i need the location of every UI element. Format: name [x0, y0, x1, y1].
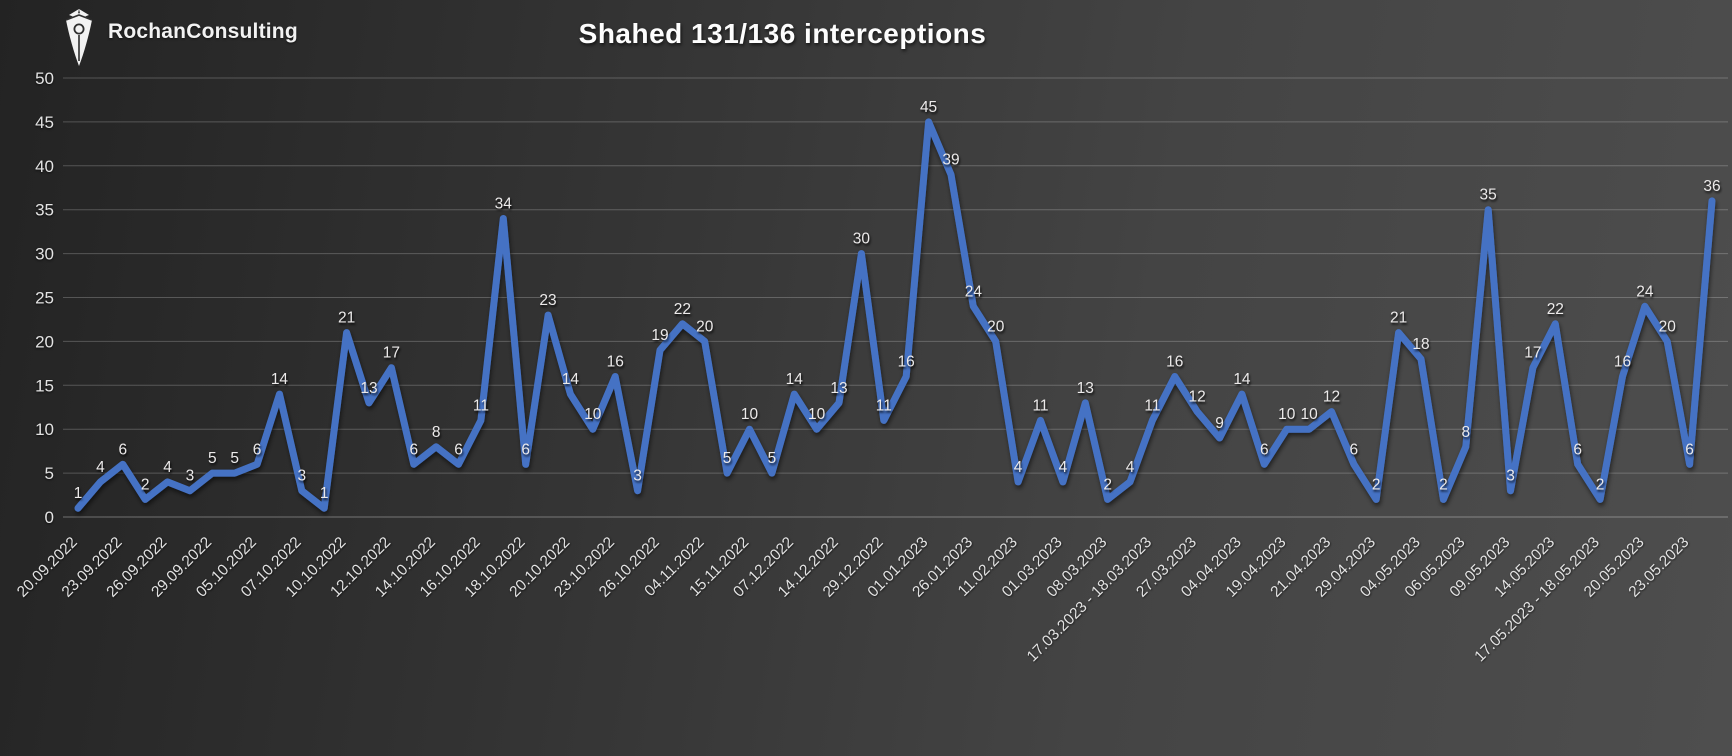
- data-point-label: 13: [1077, 380, 1094, 397]
- data-point-label: 16: [1166, 354, 1183, 371]
- data-point-label: 22: [674, 301, 691, 318]
- data-point-label: 14: [1233, 371, 1251, 388]
- data-point-label: 4: [163, 459, 172, 476]
- data-point-label: 6: [1260, 441, 1269, 458]
- y-tick-label: 45: [35, 113, 54, 132]
- data-point-label: 6: [118, 441, 127, 458]
- data-point-label: 23: [539, 292, 556, 309]
- data-point-label: 39: [942, 152, 959, 169]
- data-point-label: 24: [965, 283, 983, 300]
- data-point-label: 14: [271, 371, 289, 388]
- data-point-label: 45: [920, 99, 937, 116]
- data-point-label: 14: [562, 371, 580, 388]
- data-point-label: 20: [696, 318, 714, 335]
- y-tick-label: 40: [35, 157, 54, 176]
- data-point-label: 16: [1614, 354, 1631, 371]
- data-point-label: 2: [141, 476, 150, 493]
- y-tick-label: 25: [35, 289, 54, 308]
- chart-title: Shahed 131/136 interceptions: [578, 18, 987, 49]
- data-point-label: 3: [633, 468, 642, 485]
- data-point-label: 16: [898, 354, 915, 371]
- data-point-label: 10: [808, 406, 826, 423]
- data-point-label: 21: [1390, 310, 1407, 327]
- data-point-label: 1: [74, 485, 83, 502]
- data-point-label: 16: [607, 354, 624, 371]
- data-point-label: 2: [1103, 476, 1112, 493]
- y-axis-labels: 0 5 10 15 20 25 30 35 40 45 50: [35, 69, 54, 527]
- data-point-label: 9: [1215, 415, 1224, 432]
- data-point-label: 34: [495, 195, 513, 212]
- logo-text: RochanConsulting: [108, 20, 298, 43]
- y-tick-label: 0: [45, 508, 54, 527]
- data-point-label: 2: [1596, 476, 1605, 493]
- data-point-label: 4: [96, 459, 105, 476]
- data-point-label: 5: [768, 450, 777, 467]
- data-point-label: 20: [1659, 318, 1677, 335]
- data-point-label: 18: [1412, 336, 1429, 353]
- data-point-label: 6: [1350, 441, 1359, 458]
- x-axis-labels: 20.09.202223.09.202226.09.202229.09.2022…: [14, 534, 1692, 665]
- data-point-label: 24: [1636, 283, 1654, 300]
- data-point-label: 13: [360, 380, 377, 397]
- data-point-label: 11: [1144, 397, 1160, 414]
- data-point-label: 3: [298, 468, 307, 485]
- data-point-label: 6: [454, 441, 463, 458]
- data-point-label: 6: [521, 441, 530, 458]
- data-point-label: 4: [1059, 459, 1068, 476]
- data-point-label: 20: [987, 318, 1005, 335]
- y-tick-label: 10: [35, 420, 54, 439]
- data-point-label: 5: [723, 450, 732, 467]
- data-point-label: 12: [1189, 389, 1206, 406]
- data-point-label: 10: [1278, 406, 1296, 423]
- data-point-label: 3: [1506, 468, 1515, 485]
- data-point-label: 14: [786, 371, 804, 388]
- data-point-label: 1: [320, 485, 329, 502]
- data-point-label: 17: [1524, 345, 1541, 362]
- data-point-label: 12: [1323, 389, 1340, 406]
- y-tick-label: 30: [35, 245, 54, 264]
- data-point-label: 5: [208, 450, 217, 467]
- series-group: [74, 118, 1716, 512]
- logo: RochanConsulting: [58, 4, 298, 74]
- gridlines: [63, 77, 1728, 518]
- rochan-logo-icon: [65, 9, 93, 66]
- data-point-label: 21: [338, 310, 355, 327]
- data-point-label: 11: [473, 397, 489, 414]
- data-point-label: 10: [1300, 406, 1318, 423]
- data-point-label: 2: [1439, 476, 1448, 493]
- y-tick-label: 15: [35, 376, 54, 395]
- data-point-label: 4: [1126, 459, 1135, 476]
- data-point-label: 6: [1685, 441, 1694, 458]
- data-point-label: 19: [651, 327, 668, 344]
- data-point-label: 11: [1032, 397, 1048, 414]
- data-point-label: 3: [186, 468, 195, 485]
- series-line: [74, 118, 1716, 512]
- data-point-label: 36: [1703, 178, 1720, 195]
- data-point-label: 4: [1014, 459, 1023, 476]
- data-point-label: 13: [830, 380, 847, 397]
- y-tick-label: 20: [35, 332, 54, 351]
- data-point-label: 6: [1573, 441, 1582, 458]
- data-point-label: 11: [876, 397, 892, 414]
- data-point-label: 17: [383, 345, 400, 362]
- data-point-label: 5: [230, 450, 239, 467]
- data-point-label: 22: [1547, 301, 1564, 318]
- y-tick-label: 50: [35, 69, 54, 88]
- data-point-label: 10: [741, 406, 759, 423]
- data-point-label: 35: [1480, 187, 1497, 204]
- data-point-label: 2: [1372, 476, 1381, 493]
- data-point-label: 10: [584, 406, 602, 423]
- data-point-label: 8: [432, 424, 441, 441]
- y-tick-label: 35: [35, 201, 54, 220]
- data-point-label: 8: [1461, 424, 1470, 441]
- y-tick-label: 5: [45, 464, 54, 483]
- data-point-label: 6: [253, 441, 262, 458]
- data-point-label: 6: [409, 441, 418, 458]
- data-point-label: 30: [853, 231, 871, 248]
